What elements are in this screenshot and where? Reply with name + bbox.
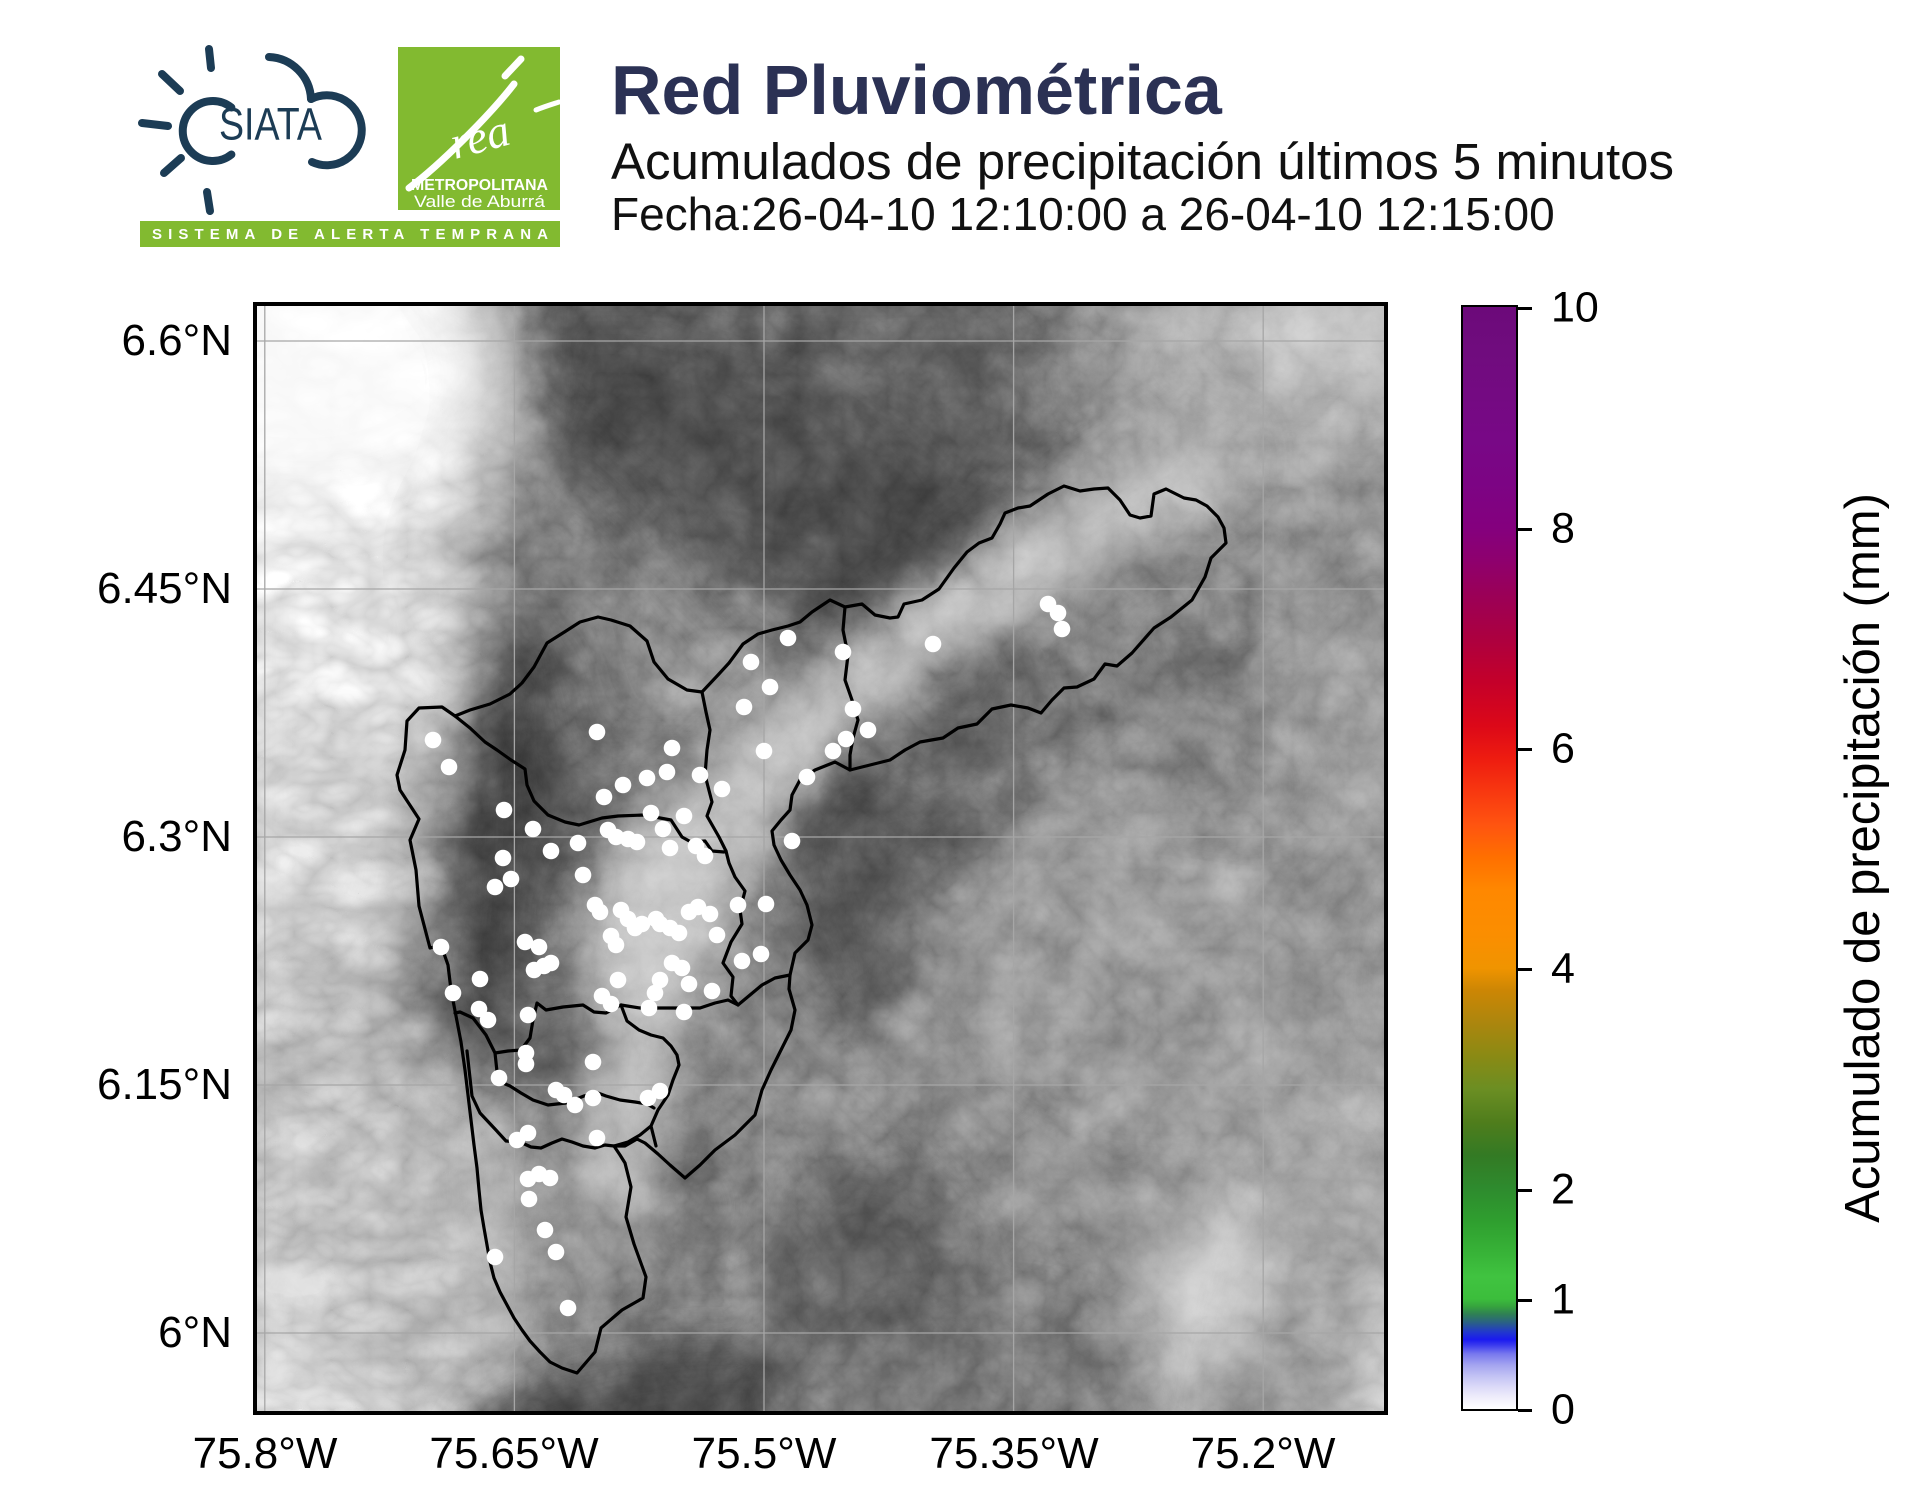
svg-text:Valle de Aburrá: Valle de Aburrá xyxy=(414,192,546,211)
svg-text:SISTEMA DE ALERTA TEMPRANA: SISTEMA DE ALERTA TEMPRANA xyxy=(152,226,548,243)
svg-text:METROPOLITANA: METROPOLITANA xyxy=(411,177,548,194)
svg-text:SIATA: SIATA xyxy=(219,99,322,150)
